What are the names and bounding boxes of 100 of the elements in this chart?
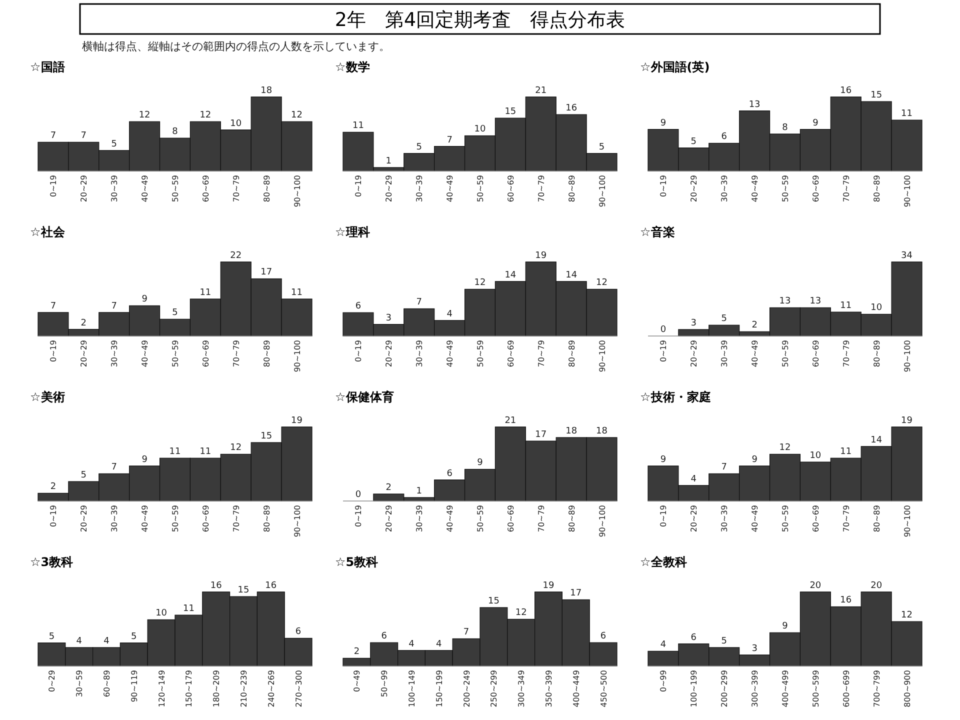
x-tick-label: 60~69 [811,505,820,532]
x-tick-label: 70~79 [842,340,851,368]
x-tick-label: 0~19 [354,340,364,362]
x-tick-label: 50~59 [781,505,790,532]
x-tick-label: 90~100 [902,175,912,208]
x-tick-label: 40~49 [750,175,760,202]
x-tick-label: 70~79 [842,175,851,202]
x-tick-label: 30~39 [110,175,120,202]
x-tick-label: 30~39 [110,505,120,532]
x-tick-label: 50~59 [171,175,180,202]
data-label: 12 [291,110,303,121]
data-label: 10 [230,118,242,129]
data-label: 2 [386,482,392,493]
x-tick-label: 60~69 [506,505,516,532]
x-tick-label: 200~299 [720,670,730,708]
data-label: 5 [80,470,87,480]
x-tick-label: 150~199 [434,670,444,708]
data-label: 7 [111,462,117,473]
data-label: 15 [870,90,882,101]
x-tick-label: 250~299 [490,670,499,708]
data-label: 5 [131,632,137,642]
data-label: 13 [810,296,822,307]
data-label: 14 [504,270,516,280]
data-label: 3 [752,644,758,654]
data-label: 10 [870,303,882,314]
x-tick-label: 40~49 [140,175,150,202]
x-tick-label: 40~49 [140,505,150,532]
data-label: 11 [901,109,913,120]
data-label: 15 [238,586,250,596]
data-label: 7 [446,135,452,146]
data-label: 2 [354,647,360,658]
x-tick-label: 300~399 [750,670,760,708]
data-label: 20 [810,580,822,591]
data-label: 8 [782,122,788,133]
x-tick-label: 80~89 [262,505,272,532]
data-label: 14 [870,435,882,446]
x-tick-label: 70~79 [232,340,241,368]
data-label: 12 [474,278,486,288]
x-tick-label: 20~29 [690,340,699,368]
data-label: 5 [416,142,422,152]
data-label: 12 [515,608,527,618]
data-label: 16 [566,104,578,114]
data-label: 4 [660,640,666,650]
data-label: 9 [812,118,819,128]
x-tick-label: 0~19 [354,505,364,527]
data-label: 9 [142,454,148,465]
x-tick-label: 30~39 [110,340,120,368]
x-tick-label: 70~79 [232,505,241,532]
data-label: 5 [172,308,178,318]
data-label: 3 [386,313,392,324]
x-tick-label: 30~39 [415,340,424,368]
x-tick-label: 90~100 [902,340,912,372]
x-tick-label: 50~59 [476,175,485,202]
x-tick-label: 60~69 [506,340,516,368]
data-label: 7 [416,298,422,308]
x-tick-label: 60~69 [201,340,210,368]
x-tick-label: 20~29 [80,505,89,532]
x-tick-label: 90~100 [598,175,607,208]
data-label: 5 [111,139,117,150]
data-label: 7 [463,628,470,638]
x-tick-label: 300~349 [517,670,526,708]
data-label: 9 [660,118,666,128]
x-tick-label: 90~100 [598,340,607,372]
x-tick-label: 30~59 [75,670,84,698]
data-label: 2 [50,482,56,492]
data-label: 20 [870,580,882,591]
data-label: 16 [265,580,277,591]
x-tick-label: 90~100 [292,340,302,372]
x-tick-label: 400~499 [781,670,790,708]
data-label: 6 [600,632,606,642]
chart-title: ☆社会 [30,225,66,239]
data-label: 11 [840,447,852,458]
x-tick-label: 50~99 [380,670,390,698]
x-tick-label: 60~69 [201,175,210,202]
x-tick-label: 30~39 [720,175,730,202]
data-label: 17 [260,268,272,278]
x-tick-label: 40~49 [750,505,760,532]
data-label: 4 [436,639,442,650]
x-tick-label: 0~19 [49,340,58,362]
x-tick-label: 600~699 [842,670,851,708]
data-label: 6 [295,627,302,638]
data-label: 6 [446,468,453,479]
x-tick-label: 50~59 [476,505,485,532]
x-tick-label: 70~79 [536,175,546,202]
data-label: 4 [408,639,415,650]
chart-title: ☆数学 [335,60,370,74]
data-label: 11 [169,447,181,458]
x-tick-label: 0~19 [659,175,668,197]
x-tick-label: 20~29 [690,505,699,532]
data-label: 7 [721,462,727,473]
data-label: 34 [901,250,913,261]
data-label: 12 [779,443,791,454]
x-tick-label: 20~29 [384,175,394,202]
x-tick-label: 60~89 [102,670,112,698]
data-label: 17 [535,430,547,440]
x-tick-label: 80~89 [872,340,882,368]
x-tick-label: 400~449 [572,670,581,708]
data-label: 15 [260,431,272,442]
data-label: 12 [230,443,242,454]
x-tick-label: 80~89 [872,505,882,532]
